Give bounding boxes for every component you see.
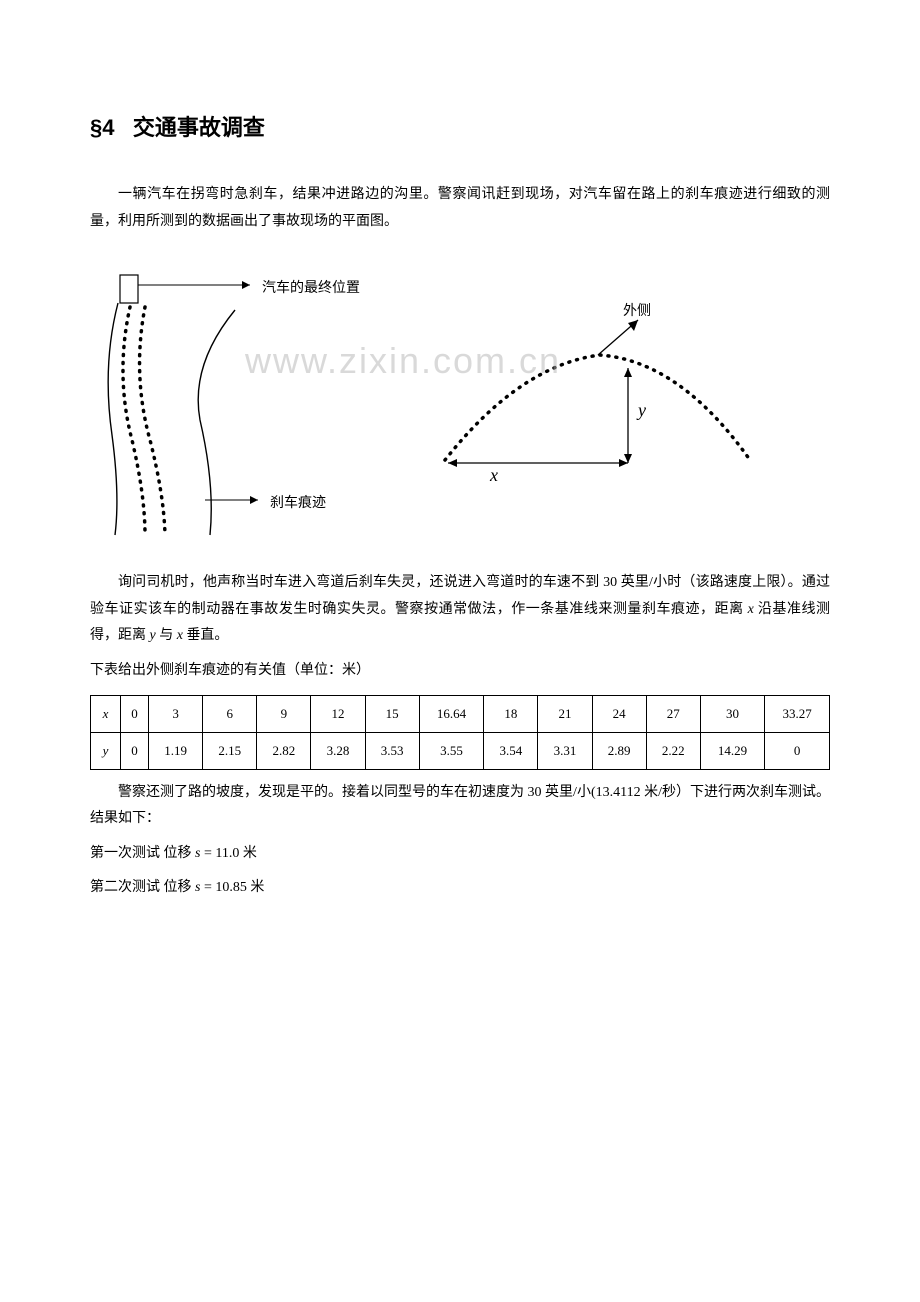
table-cell: 18 — [484, 695, 538, 732]
data-table-wrap: x0369121516.64182124273033.27y01.192.152… — [90, 695, 830, 770]
table-cell: 30 — [700, 695, 765, 732]
label-car-position: 汽车的最终位置 — [262, 277, 360, 297]
car-rect — [120, 275, 138, 303]
test1-label: 第一次测试 位移 — [90, 846, 195, 861]
table-cell: 3.54 — [484, 732, 538, 769]
test2-label: 第二次测试 位移 — [90, 880, 195, 895]
y-arrow-bottom — [624, 454, 632, 463]
y-arrow-top — [624, 368, 632, 377]
p2-text4: 垂直。 — [183, 628, 229, 643]
table-cell: 0 — [765, 732, 830, 769]
table-cell: 2.22 — [646, 732, 700, 769]
test2-value: = 10.85 米 — [200, 880, 264, 895]
road-left-edge — [108, 303, 118, 535]
table-cell: 3.28 — [311, 732, 365, 769]
data-table: x0369121516.64182124273033.27y01.192.152… — [90, 695, 830, 770]
road-right-edge — [198, 310, 235, 535]
table-cell: 2.82 — [257, 732, 311, 769]
table-cell: 3.55 — [419, 732, 484, 769]
brake-trace-1 — [123, 307, 145, 535]
label-y: y — [638, 400, 646, 421]
section-title: §4 交通事故调查 — [90, 110, 830, 142]
paragraph-intro: 一辆汽车在拐弯时急刹车，结果冲进路边的沟里。警察闻讯赶到现场，对汽车留在路上的刹… — [90, 182, 830, 235]
scene-diagram: www.zixin.com.cn 汽车的最终位置 刹车痕迹 外侧 x y — [90, 265, 830, 545]
section-heading: 交通事故调查 — [133, 115, 265, 140]
table-cell: 15 — [365, 695, 419, 732]
table-header-x: x — [91, 695, 121, 732]
table-cell: 2.89 — [592, 732, 646, 769]
paragraph-driver: 询问司机时，他声称当时车进入弯道后刹车失灵，还说进入弯道时的车速不到 30 英里… — [90, 570, 830, 650]
table-cell: 21 — [538, 695, 592, 732]
test1-line: 第一次测试 位移 s = 11.0 米 — [90, 841, 830, 868]
table-cell: 1.19 — [149, 732, 203, 769]
x-arrow-left — [448, 459, 457, 467]
table-header-y: y — [91, 732, 121, 769]
p2-text1: 询问司机时，他声称当时车进入弯道后刹车失灵，还说进入弯道时的车速不到 30 英里… — [90, 575, 830, 617]
label-outside: 外侧 — [623, 300, 651, 320]
measurement-arc — [445, 355, 750, 460]
table-cell: 33.27 — [765, 695, 830, 732]
table-cell: 16.64 — [419, 695, 484, 732]
section-number: §4 — [90, 115, 114, 140]
test2-line: 第二次测试 位移 s = 10.85 米 — [90, 875, 830, 902]
table-cell: 0 — [121, 732, 149, 769]
table-cell: 6 — [203, 695, 257, 732]
table-cell: 12 — [311, 695, 365, 732]
diagram-svg — [90, 265, 830, 545]
table-cell: 3 — [149, 695, 203, 732]
outside-arrow-head — [628, 320, 638, 331]
table-cell: 0 — [121, 695, 149, 732]
table-cell: 27 — [646, 695, 700, 732]
table-cell: 14.29 — [700, 732, 765, 769]
table-cell: 3.53 — [365, 732, 419, 769]
table-cell: 24 — [592, 695, 646, 732]
paragraph-test: 警察还测了路的坡度，发现是平的。接着以同型号的车在初速度为 30 英里/小(13… — [90, 780, 830, 833]
label-brake-trace: 刹车痕迹 — [270, 492, 326, 512]
test1-value: = 11.0 米 — [200, 846, 256, 861]
arrow-head-brake — [250, 496, 258, 504]
brake-trace-2 — [140, 307, 165, 535]
table-cell: 9 — [257, 695, 311, 732]
arrow-head-car — [242, 281, 250, 289]
table-caption: 下表给出外侧刹车痕迹的有关值（单位：米） — [90, 658, 830, 685]
table-cell: 3.31 — [538, 732, 592, 769]
label-x: x — [490, 465, 498, 486]
table-cell: 2.15 — [203, 732, 257, 769]
x-arrow-right — [619, 459, 628, 467]
p2-text3: 与 — [156, 628, 177, 643]
